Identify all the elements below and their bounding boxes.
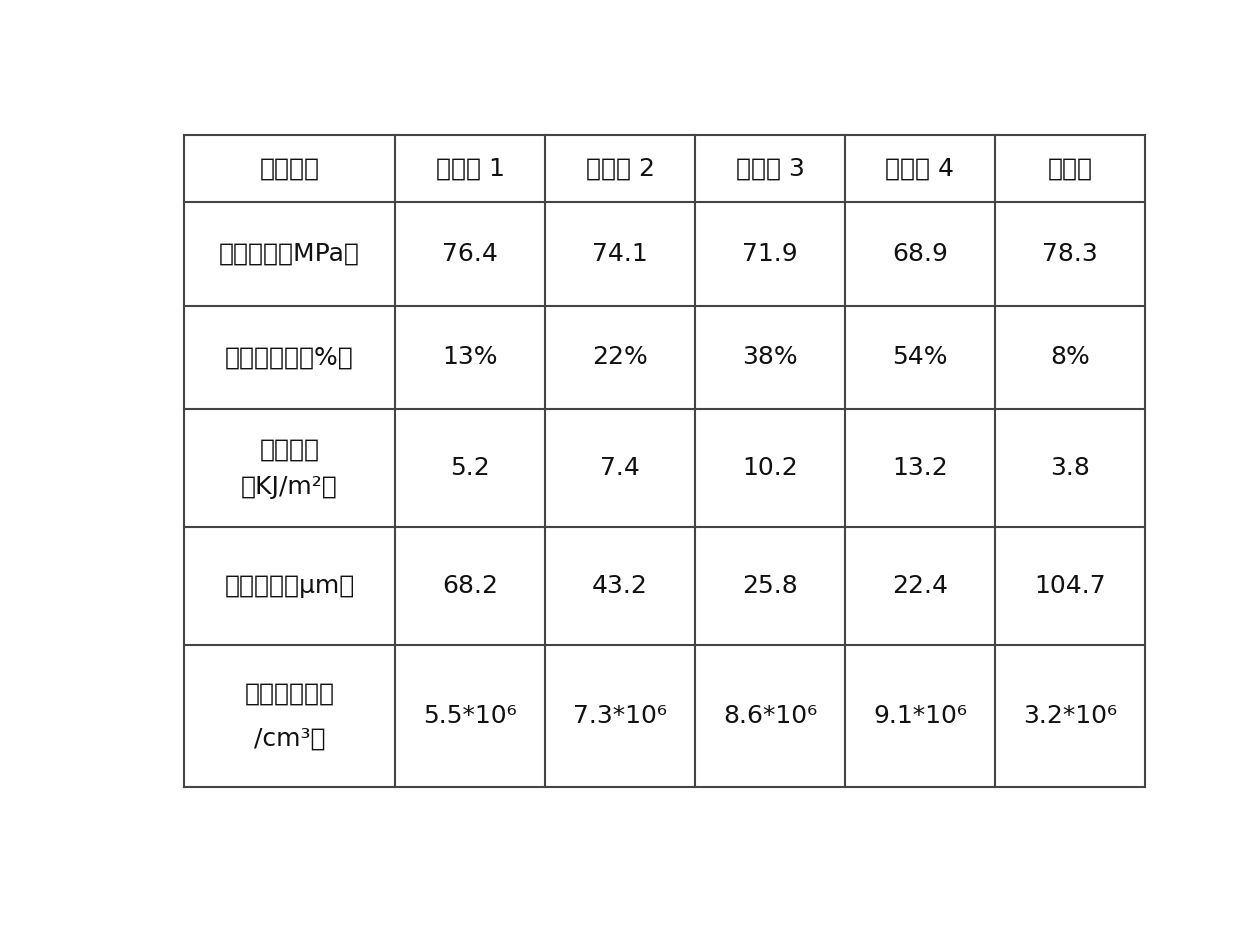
Text: 8%: 8%	[1050, 345, 1090, 370]
Text: 7.4: 7.4	[600, 456, 640, 480]
Text: 13.2: 13.2	[892, 456, 947, 480]
Text: 71.9: 71.9	[743, 242, 797, 266]
Text: 5.2: 5.2	[450, 456, 490, 480]
Text: 8.6*10⁶: 8.6*10⁶	[723, 704, 817, 728]
Text: 泡孔直径（μm）: 泡孔直径（μm）	[224, 574, 355, 598]
Text: 104.7: 104.7	[1034, 574, 1106, 598]
Text: 74.1: 74.1	[593, 242, 649, 266]
Text: 实施例 4: 实施例 4	[885, 156, 955, 181]
Text: 3.8: 3.8	[1050, 456, 1090, 480]
Text: 76.4: 76.4	[443, 242, 498, 266]
Text: 对比例: 对比例	[1048, 156, 1092, 181]
Text: 43.2: 43.2	[593, 574, 649, 598]
Text: 54%: 54%	[893, 345, 947, 370]
Text: 测试项目: 测试项目	[259, 156, 320, 181]
Text: 25.8: 25.8	[743, 574, 797, 598]
Text: 拉伸强度（MPa）: 拉伸强度（MPa）	[219, 242, 360, 266]
Text: 3.2*10⁶: 3.2*10⁶	[1023, 704, 1117, 728]
Text: 断裂伸长率（%）: 断裂伸长率（%）	[226, 345, 353, 370]
Text: 68.9: 68.9	[892, 242, 947, 266]
Text: 9.1*10⁶: 9.1*10⁶	[873, 704, 967, 728]
Text: 22%: 22%	[593, 345, 649, 370]
Text: 68.2: 68.2	[443, 574, 498, 598]
Text: /cm³）: /cm³）	[254, 726, 325, 751]
Text: 7.3*10⁶: 7.3*10⁶	[573, 704, 667, 728]
Text: 实施例 2: 实施例 2	[585, 156, 655, 181]
Text: 冲击强度: 冲击强度	[259, 438, 320, 461]
Text: 实施例 1: 实施例 1	[435, 156, 505, 181]
Text: 10.2: 10.2	[743, 456, 797, 480]
Text: 实施例 3: 实施例 3	[735, 156, 805, 181]
Text: 78.3: 78.3	[1042, 242, 1097, 266]
Text: 22.4: 22.4	[892, 574, 947, 598]
Text: 泡孔密度（个: 泡孔密度（个	[244, 681, 335, 706]
Text: 13%: 13%	[443, 345, 498, 370]
Text: 38%: 38%	[743, 345, 797, 370]
Text: （KJ/m²）: （KJ/m²）	[241, 475, 339, 500]
Text: 5.5*10⁶: 5.5*10⁶	[423, 704, 517, 728]
